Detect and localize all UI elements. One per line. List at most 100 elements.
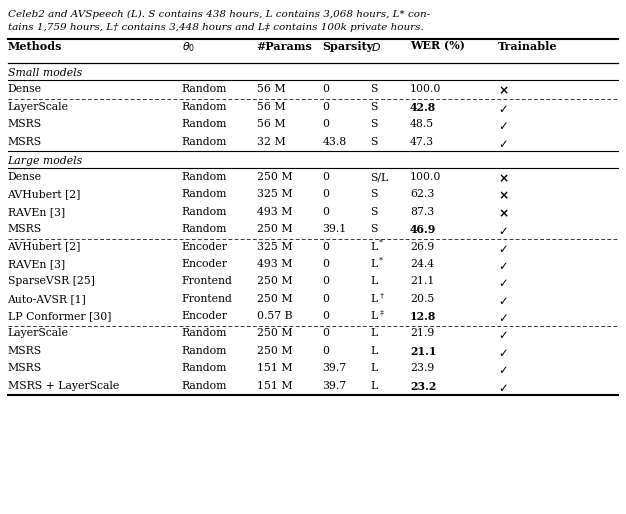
Text: L: L bbox=[371, 311, 378, 321]
Text: RAVEn [3]: RAVEn [3] bbox=[8, 207, 64, 217]
Text: $\checkmark$: $\checkmark$ bbox=[498, 242, 507, 254]
Text: $\checkmark$: $\checkmark$ bbox=[498, 311, 507, 324]
Text: MSRS: MSRS bbox=[8, 137, 42, 146]
Text: 21.1: 21.1 bbox=[410, 277, 434, 286]
Text: $\checkmark$: $\checkmark$ bbox=[498, 363, 507, 376]
Text: $\checkmark$: $\checkmark$ bbox=[498, 137, 507, 150]
Text: 32 M: 32 M bbox=[257, 137, 285, 146]
Text: 23.2: 23.2 bbox=[410, 380, 436, 392]
Text: 250 M: 250 M bbox=[257, 328, 292, 339]
Text: Random: Random bbox=[182, 380, 227, 391]
Text: Sparsity: Sparsity bbox=[322, 41, 374, 51]
Text: $\boldsymbol{\times}$: $\boldsymbol{\times}$ bbox=[498, 84, 508, 98]
Text: 43.8: 43.8 bbox=[322, 137, 347, 146]
Text: Random: Random bbox=[182, 102, 227, 112]
Text: 42.8: 42.8 bbox=[410, 102, 436, 113]
Text: 56 M: 56 M bbox=[257, 84, 285, 95]
Text: 0: 0 bbox=[322, 207, 329, 217]
Text: 0: 0 bbox=[322, 242, 329, 252]
Text: Trainable: Trainable bbox=[498, 41, 557, 51]
Text: 0: 0 bbox=[322, 119, 329, 129]
Text: ‡: ‡ bbox=[379, 308, 383, 317]
Text: 39.7: 39.7 bbox=[322, 380, 347, 391]
Text: $\checkmark$: $\checkmark$ bbox=[498, 119, 507, 132]
Text: 26.9: 26.9 bbox=[410, 242, 434, 252]
Text: S: S bbox=[371, 137, 378, 146]
Text: Auto-AVSR [1]: Auto-AVSR [1] bbox=[8, 293, 86, 304]
Text: LayerScale: LayerScale bbox=[8, 328, 68, 339]
Text: $\checkmark$: $\checkmark$ bbox=[498, 380, 507, 394]
Text: S: S bbox=[371, 190, 378, 199]
Text: 493 M: 493 M bbox=[257, 207, 292, 217]
Text: 0: 0 bbox=[322, 172, 329, 182]
Text: MSRS: MSRS bbox=[8, 119, 42, 129]
Text: $\checkmark$: $\checkmark$ bbox=[498, 224, 507, 237]
Text: 39.1: 39.1 bbox=[322, 224, 347, 234]
Text: 151 M: 151 M bbox=[257, 363, 292, 373]
Text: $\checkmark$: $\checkmark$ bbox=[498, 102, 507, 115]
Text: *: * bbox=[379, 256, 383, 264]
Text: Random: Random bbox=[182, 190, 227, 199]
Text: MSRS: MSRS bbox=[8, 224, 42, 234]
Text: 24.4: 24.4 bbox=[410, 259, 434, 269]
Text: 0: 0 bbox=[322, 293, 329, 304]
Text: S: S bbox=[371, 102, 378, 112]
Text: 0: 0 bbox=[322, 190, 329, 199]
Text: Dense: Dense bbox=[8, 172, 41, 182]
Text: $\mathit{D}$: $\mathit{D}$ bbox=[371, 41, 381, 52]
Text: 20.5: 20.5 bbox=[410, 293, 434, 304]
Text: 100.0: 100.0 bbox=[410, 84, 441, 95]
Text: LP Conformer [30]: LP Conformer [30] bbox=[8, 311, 111, 321]
Text: Random: Random bbox=[182, 346, 227, 356]
Text: Frontend: Frontend bbox=[182, 277, 232, 286]
Text: 250 M: 250 M bbox=[257, 346, 292, 356]
Text: Small models: Small models bbox=[8, 68, 82, 78]
Text: 46.9: 46.9 bbox=[410, 224, 436, 235]
Text: L: L bbox=[371, 293, 378, 304]
Text: 0: 0 bbox=[322, 311, 329, 321]
Text: 0: 0 bbox=[322, 259, 329, 269]
Text: 250 M: 250 M bbox=[257, 277, 292, 286]
Text: tains 1,759 hours, L† contains 3,448 hours and L‡ contains 100k private hours.: tains 1,759 hours, L† contains 3,448 hou… bbox=[8, 23, 423, 32]
Text: 250 M: 250 M bbox=[257, 172, 292, 182]
Text: 325 M: 325 M bbox=[257, 242, 292, 252]
Text: Random: Random bbox=[182, 119, 227, 129]
Text: Random: Random bbox=[182, 363, 227, 373]
Text: #Params: #Params bbox=[257, 41, 312, 51]
Text: SparseVSR [25]: SparseVSR [25] bbox=[8, 277, 95, 286]
Text: S: S bbox=[371, 224, 378, 234]
Text: $\checkmark$: $\checkmark$ bbox=[498, 346, 507, 359]
Text: L: L bbox=[371, 380, 378, 391]
Text: L: L bbox=[371, 363, 378, 373]
Text: $\boldsymbol{\times}$: $\boldsymbol{\times}$ bbox=[498, 172, 508, 185]
Text: AVHubert [2]: AVHubert [2] bbox=[8, 242, 81, 252]
Text: Large models: Large models bbox=[8, 156, 83, 166]
Text: *: * bbox=[379, 239, 383, 247]
Text: 250 M: 250 M bbox=[257, 293, 292, 304]
Text: L: L bbox=[371, 277, 378, 286]
Text: LayerScale: LayerScale bbox=[8, 102, 68, 112]
Text: Methods: Methods bbox=[8, 41, 62, 51]
Text: 325 M: 325 M bbox=[257, 190, 292, 199]
Text: 21.1: 21.1 bbox=[410, 346, 436, 357]
Text: Encoder: Encoder bbox=[182, 259, 227, 269]
Text: S/L: S/L bbox=[371, 172, 389, 182]
Text: $\theta_0$: $\theta_0$ bbox=[182, 41, 195, 54]
Text: $\boldsymbol{\times}$: $\boldsymbol{\times}$ bbox=[498, 190, 508, 203]
Text: Encoder: Encoder bbox=[182, 242, 227, 252]
Text: S: S bbox=[371, 207, 378, 217]
Text: 151 M: 151 M bbox=[257, 380, 292, 391]
Text: 56 M: 56 M bbox=[257, 102, 285, 112]
Text: $\checkmark$: $\checkmark$ bbox=[498, 293, 507, 307]
Text: MSRS: MSRS bbox=[8, 363, 42, 373]
Text: 39.7: 39.7 bbox=[322, 363, 347, 373]
Text: 0: 0 bbox=[322, 102, 329, 112]
Text: L: L bbox=[371, 346, 378, 356]
Text: 62.3: 62.3 bbox=[410, 190, 434, 199]
Text: Random: Random bbox=[182, 207, 227, 217]
Text: 0.57 B: 0.57 B bbox=[257, 311, 292, 321]
Text: 0: 0 bbox=[322, 277, 329, 286]
Text: $\checkmark$: $\checkmark$ bbox=[498, 259, 507, 272]
Text: Random: Random bbox=[182, 84, 227, 95]
Text: $\boldsymbol{\times}$: $\boldsymbol{\times}$ bbox=[498, 207, 508, 220]
